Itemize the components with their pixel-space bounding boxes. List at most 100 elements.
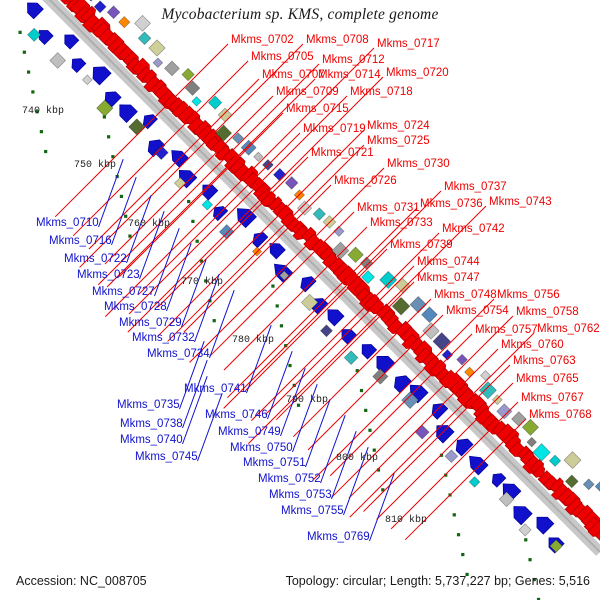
feature-box[interactable] — [81, 74, 93, 86]
feature-box[interactable] — [181, 67, 195, 82]
gene-label-reverse[interactable]: Mkms_0745 — [135, 451, 198, 463]
gene-arrow-reverse[interactable] — [394, 375, 412, 394]
gene-label-reverse[interactable]: Mkms_0723 — [77, 269, 140, 281]
gene-label-forward[interactable]: Mkms_0725 — [367, 135, 430, 147]
gene-arrow-reverse[interactable] — [269, 243, 286, 260]
gene-label-forward[interactable]: Mkms_0768 — [529, 409, 592, 421]
feature-box[interactable] — [444, 449, 459, 464]
gene-label-forward[interactable]: Mkms_0707 — [262, 69, 325, 81]
gene-label-forward[interactable]: Mkms_0757 — [475, 324, 538, 336]
gene-arrow-reverse[interactable] — [27, 2, 44, 20]
feature-box[interactable] — [106, 5, 121, 20]
feature-box[interactable] — [414, 424, 430, 440]
gene-label-forward[interactable]: Mkms_0718 — [350, 86, 413, 98]
feature-box[interactable] — [441, 349, 454, 361]
gene-label-forward[interactable]: Mkms_0756 — [497, 289, 560, 301]
gene-label-reverse[interactable]: Mkms_0755 — [281, 505, 344, 517]
gene-label-forward[interactable]: Mkms_0767 — [521, 392, 584, 404]
gene-label-forward[interactable]: Mkms_0719 — [303, 123, 366, 135]
feature-box[interactable] — [521, 418, 540, 436]
gene-label-forward[interactable]: Mkms_0715 — [286, 103, 349, 115]
feature-box[interactable] — [49, 52, 67, 69]
gene-arrow-reverse[interactable] — [171, 150, 189, 168]
gene-label-forward[interactable]: Mkms_0730 — [387, 158, 450, 170]
feature-box[interactable] — [532, 443, 551, 462]
feature-box[interactable] — [134, 14, 151, 32]
feature-box[interactable] — [184, 80, 201, 96]
gene-arrow-reverse[interactable] — [455, 438, 474, 457]
gene-label-forward[interactable]: Mkms_0760 — [501, 339, 564, 351]
feature-box[interactable] — [343, 350, 359, 365]
gene-label-reverse[interactable]: Mkms_0740 — [120, 434, 183, 446]
gene-label-forward[interactable]: Mkms_0720 — [386, 67, 449, 79]
feature-box[interactable] — [409, 295, 427, 314]
gene-label-forward[interactable]: Mkms_0726 — [334, 175, 397, 187]
gene-label-reverse[interactable]: Mkms_0741 — [184, 383, 247, 395]
gene-arrow-reverse[interactable] — [341, 329, 358, 345]
feature-box[interactable] — [464, 366, 476, 378]
gene-label-reverse[interactable]: Mkms_0738 — [120, 418, 183, 430]
gene-label-reverse[interactable]: Mkms_0710 — [36, 217, 99, 229]
gene-label-forward[interactable]: Mkms_0737 — [444, 181, 507, 193]
gene-arrow-reverse[interactable] — [119, 104, 138, 123]
feature-box[interactable] — [511, 411, 527, 427]
feature-box[interactable] — [563, 451, 582, 470]
gene-label-reverse[interactable]: Mkms_0769 — [307, 531, 370, 543]
gene-label-forward[interactable]: Mkms_0742 — [442, 223, 505, 235]
gene-label-reverse[interactable]: Mkms_0753 — [269, 489, 332, 501]
feature-box[interactable] — [582, 478, 595, 491]
feature-box[interactable] — [360, 256, 374, 270]
feature-box[interactable] — [273, 167, 287, 182]
feature-box[interactable] — [293, 189, 306, 201]
gene-label-forward[interactable]: Mkms_0743 — [489, 196, 552, 208]
gene-label-forward[interactable]: Mkms_0736 — [420, 198, 483, 210]
gene-label-forward[interactable]: Mkms_0765 — [516, 373, 579, 385]
feature-box[interactable] — [594, 478, 600, 494]
gene-label-forward[interactable]: Mkms_0708 — [306, 34, 369, 46]
gene-arrow-reverse[interactable] — [431, 403, 449, 420]
feature-box[interactable] — [118, 16, 131, 29]
gene-label-forward[interactable]: Mkms_0717 — [377, 38, 440, 50]
gene-label-reverse[interactable]: Mkms_0716 — [49, 235, 112, 247]
feature-box[interactable] — [93, 0, 107, 14]
gene-label-forward[interactable]: Mkms_0709 — [276, 86, 339, 98]
feature-box[interactable] — [432, 332, 451, 351]
feature-box[interactable] — [468, 476, 481, 488]
gene-label-reverse[interactable]: Mkms_0727 — [92, 286, 155, 298]
gene-label-forward[interactable]: Mkms_0714 — [318, 69, 381, 81]
gene-arrow-reverse[interactable] — [469, 455, 489, 476]
feature-box[interactable] — [232, 132, 244, 145]
gene-arrow-forward[interactable] — [587, 520, 600, 537]
gene-label-forward[interactable]: Mkms_0747 — [417, 272, 480, 284]
feature-box[interactable] — [480, 370, 491, 381]
gene-label-forward[interactable]: Mkms_0702 — [231, 34, 294, 46]
gene-arrow-reverse[interactable] — [92, 66, 112, 86]
feature-box[interactable] — [347, 246, 364, 263]
gene-label-forward[interactable]: Mkms_0721 — [311, 147, 374, 159]
gene-label-forward[interactable]: Mkms_0758 — [516, 306, 579, 318]
feature-box[interactable] — [456, 353, 468, 366]
gene-label-reverse[interactable]: Mkms_0734 — [147, 348, 210, 360]
gene-label-reverse[interactable]: Mkms_0749 — [218, 426, 281, 438]
feature-box[interactable] — [312, 207, 326, 221]
feature-box[interactable] — [491, 394, 503, 406]
gene-label-reverse[interactable]: Mkms_0735 — [117, 399, 180, 411]
feature-box[interactable] — [322, 215, 337, 229]
feature-box[interactable] — [217, 107, 233, 123]
gene-label-forward[interactable]: Mkms_0748 — [434, 289, 497, 301]
gene-label-forward[interactable]: Mkms_0739 — [390, 239, 453, 251]
feature-box[interactable] — [564, 474, 579, 489]
feature-box[interactable] — [496, 403, 513, 420]
gene-arrow-reverse[interactable] — [252, 232, 269, 249]
gene-label-forward[interactable]: Mkms_0762 — [537, 323, 600, 335]
feature-box[interactable] — [201, 198, 214, 211]
feature-box[interactable] — [137, 31, 152, 46]
gene-label-forward[interactable]: Mkms_0712 — [322, 54, 385, 66]
gene-arrow-reverse[interactable] — [300, 276, 317, 293]
gene-label-reverse[interactable]: Mkms_0732 — [132, 332, 195, 344]
gene-arrow-reverse[interactable] — [361, 344, 378, 360]
gene-arrow-reverse[interactable] — [436, 425, 455, 444]
gene-arrow-reverse[interactable] — [513, 506, 533, 526]
gene-label-reverse[interactable]: Mkms_0729 — [119, 317, 182, 329]
feature-box[interactable] — [218, 224, 235, 240]
